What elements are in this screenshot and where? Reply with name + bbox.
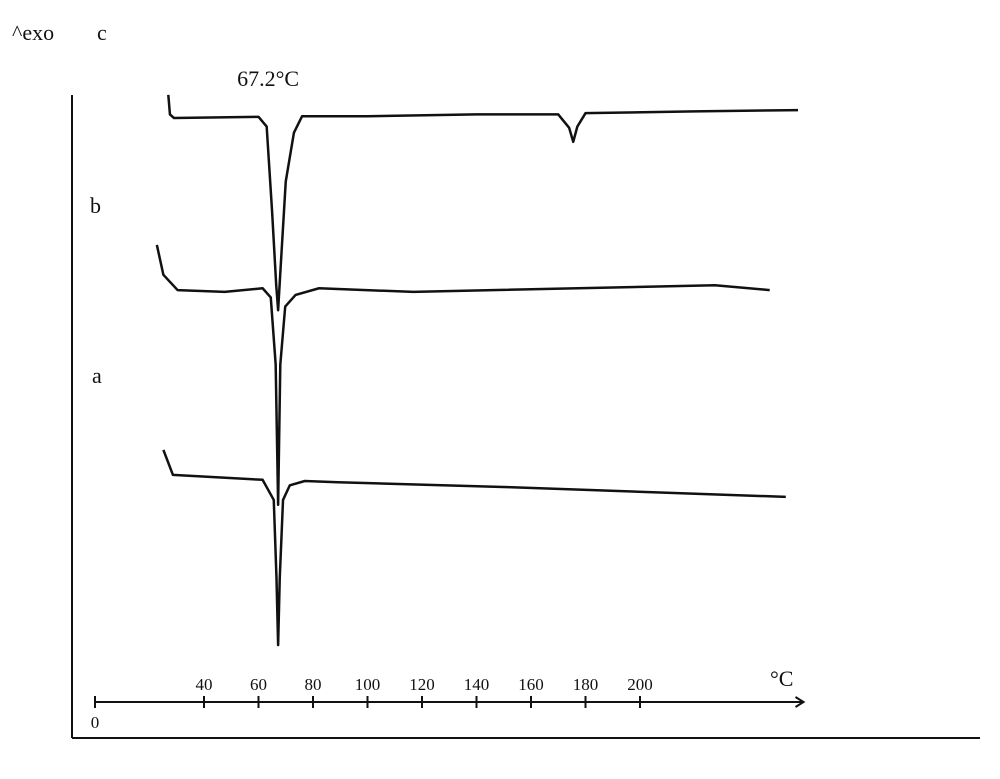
x-tick-label: 180 [573,675,599,694]
x-axis-arrow [794,696,806,708]
x-tick-label: 40 [196,675,213,694]
series-label: c [97,20,107,45]
x-tick-label: 160 [518,675,544,694]
series-label: a [92,363,102,388]
x-tick-label: 140 [464,675,490,694]
dsc-curve [167,94,799,312]
x-tick-label: 80 [305,675,322,694]
x-tick-label: 120 [409,675,435,694]
dsc-curve [155,244,770,507]
x-tick-label: 100 [355,675,381,694]
series-label: b [90,193,101,218]
x-tick-label: 0 [91,713,100,732]
dsc-curve [162,449,786,647]
x-tick-label: 60 [250,675,267,694]
chart-title: ^exo [12,20,54,45]
x-tick-label: 200 [627,675,653,694]
x-axis-label: °C [770,666,793,691]
peak-annotation: 67.2°C [237,66,299,91]
